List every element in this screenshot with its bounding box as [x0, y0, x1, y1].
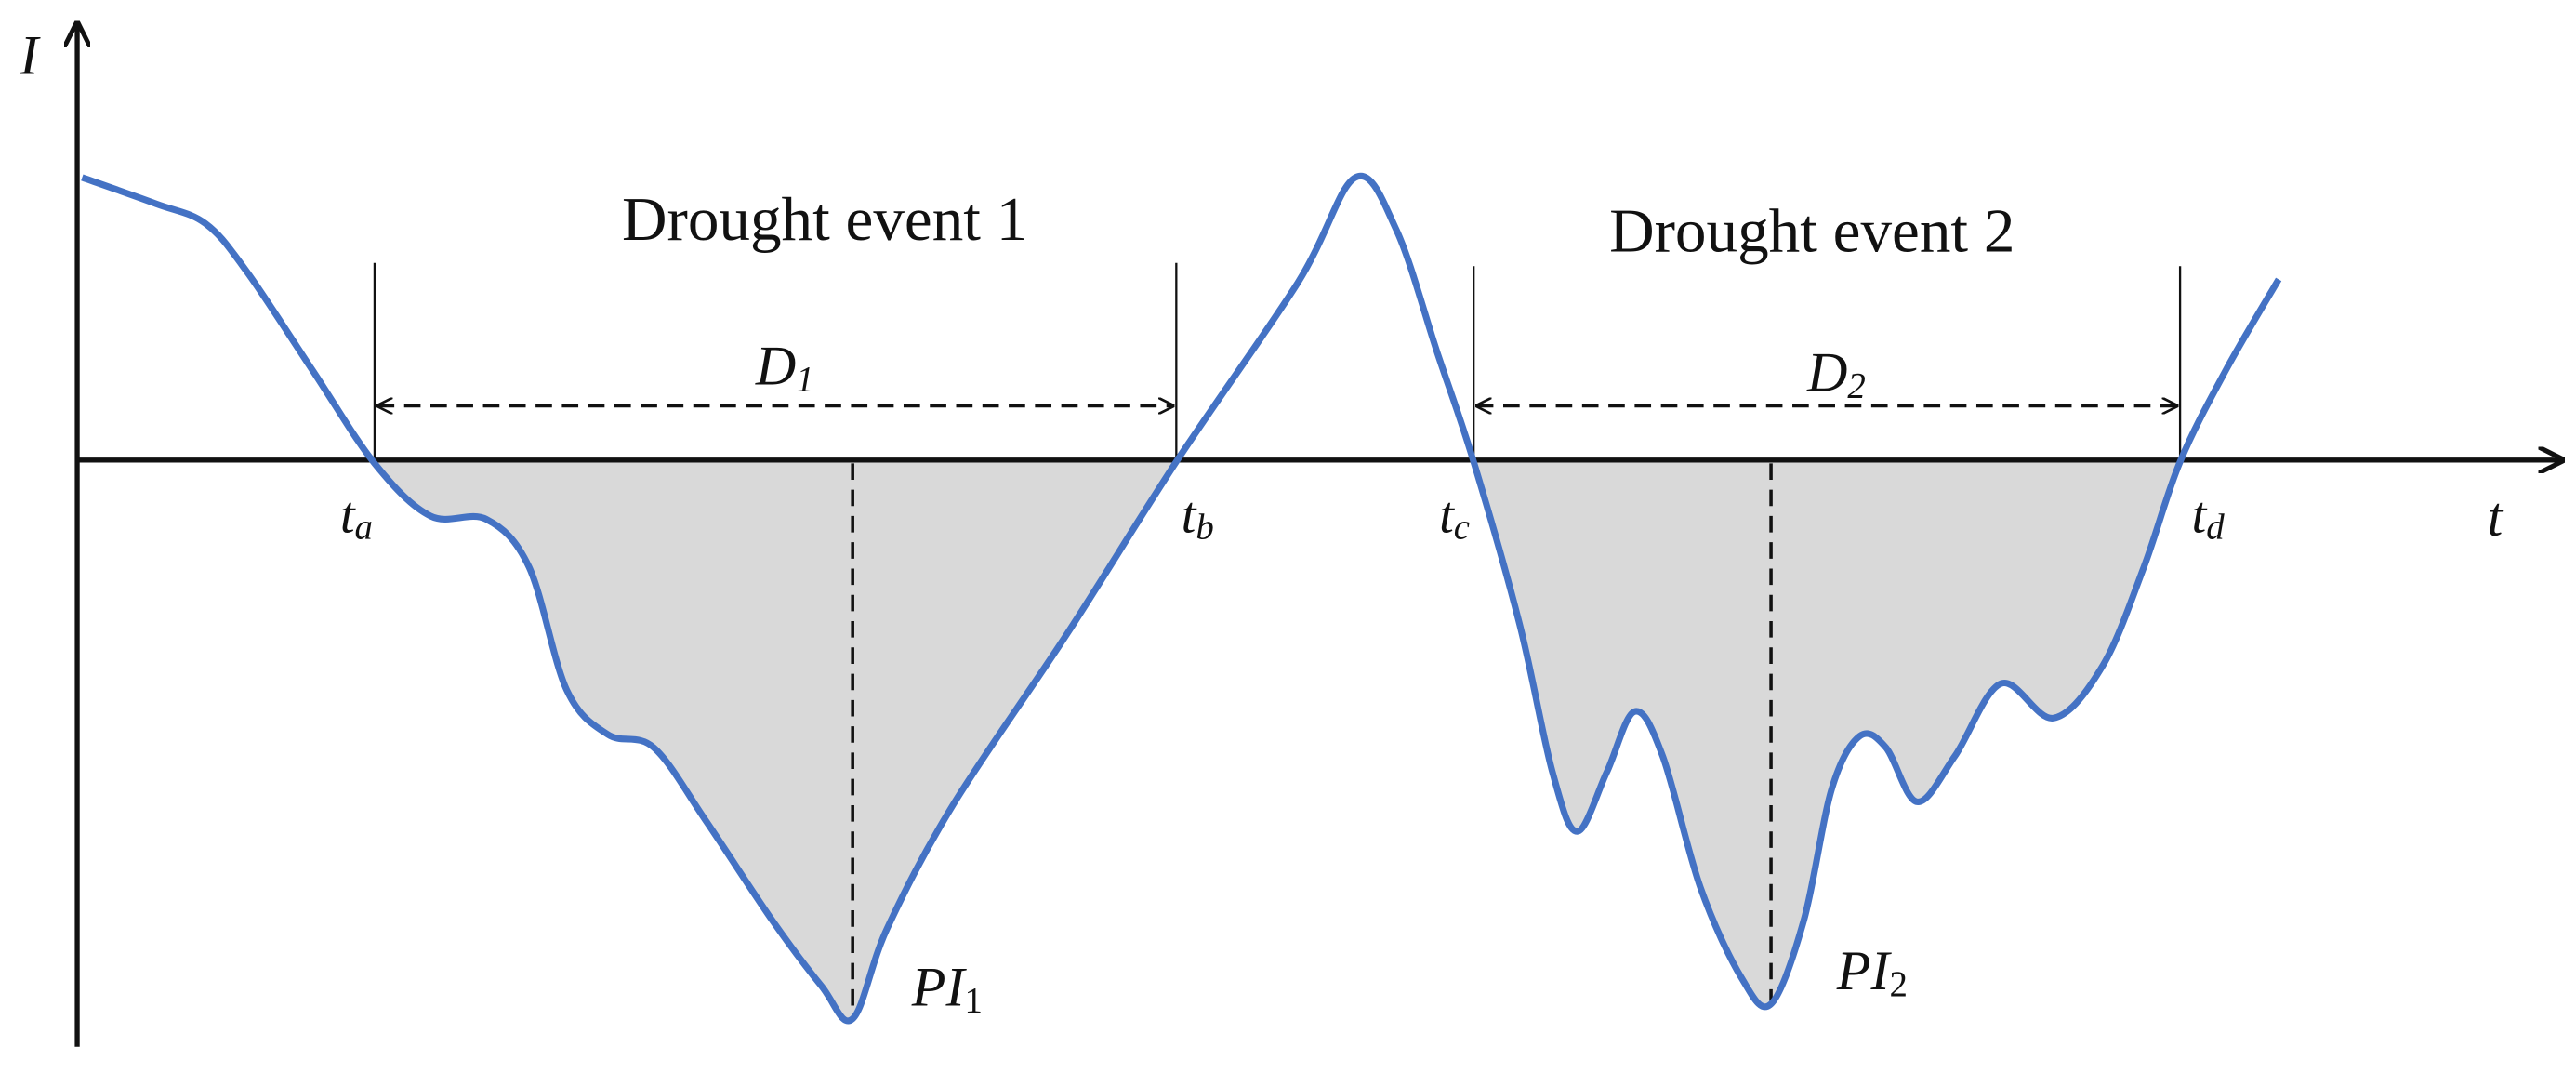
deficit-area [82, 459, 2279, 1021]
event-title: Drought event 1 [622, 184, 1027, 254]
index-curve [81, 172, 2282, 1025]
duration-label: D2 [1806, 341, 1866, 406]
time-label: tc [1439, 487, 1470, 548]
x-label: t [2488, 485, 2504, 548]
peak-label: PI1 [911, 956, 983, 1021]
y-label: I [19, 24, 41, 86]
boundaries [373, 262, 2182, 460]
peak-label: PI2 [1836, 939, 1908, 1004]
time-label: ta [340, 487, 373, 548]
duration-arrows [377, 406, 2176, 1016]
duration-label: D1 [755, 335, 814, 400]
time-label: tb [1182, 487, 1214, 548]
event-title: Drought event 2 [1609, 195, 2015, 265]
time-label: td [2191, 487, 2225, 548]
